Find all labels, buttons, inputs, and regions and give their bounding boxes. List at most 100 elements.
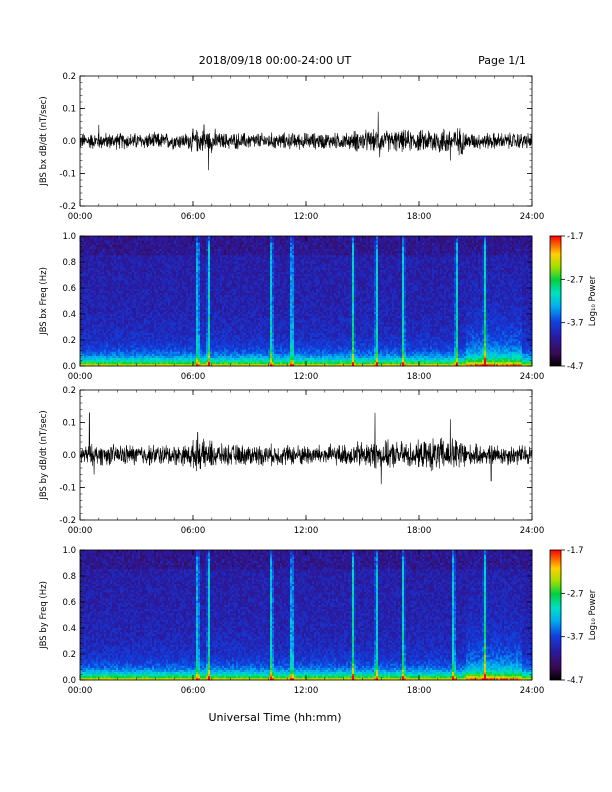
- spectrogram-cell: [130, 345, 133, 348]
- spectrogram-cell: [142, 330, 145, 333]
- spectrogram-cell: [168, 347, 171, 350]
- spectrogram-cell: [124, 328, 127, 331]
- spectrogram-cell: [128, 298, 131, 302]
- spectrogram-cell: [148, 345, 151, 348]
- spectrogram-cell: [112, 275, 115, 279]
- spectrogram-cell: [118, 280, 121, 283]
- spectrogram-cell: [96, 240, 99, 243]
- spectrogram-cell: [150, 240, 153, 243]
- spectrogram-cell: [160, 326, 163, 329]
- spectrogram-cell: [112, 340, 115, 344]
- spectrogram-cell: [142, 240, 145, 243]
- spectrogram-cell: [90, 280, 93, 283]
- spectrogram-cell: [144, 290, 147, 294]
- spectrogram-cell: [94, 363, 97, 367]
- spectrogram-cell: [156, 282, 159, 285]
- spectrogram-cell: [82, 353, 85, 356]
- spectrogram-cell: [128, 265, 131, 268]
- spectrogram-cell: [178, 261, 181, 264]
- spectrogram-cell: [190, 301, 193, 304]
- spectrogram-cell: [162, 296, 165, 300]
- spectrogram-cell: [110, 309, 113, 312]
- spectrogram-cell: [156, 334, 159, 338]
- spectrogram-cell: [144, 342, 147, 346]
- spectrogram-cell: [142, 355, 145, 359]
- spectrogram-cell: [102, 277, 105, 281]
- spectrogram-cell: [124, 275, 127, 279]
- spectrogram-cell: [106, 357, 109, 361]
- spectrogram-cell: [178, 351, 181, 354]
- spectrogram-cell: [92, 340, 95, 344]
- spectrogram-cell: [108, 303, 111, 306]
- spectrogram-cell: [92, 332, 95, 335]
- spectrogram-cell: [166, 252, 169, 256]
- spectrogram-cell: [104, 236, 107, 239]
- spectrogram-cell: [114, 334, 117, 338]
- spectrogram-cell: [82, 345, 85, 348]
- spectrogram-cell: [94, 263, 97, 266]
- spectrogram-cell: [182, 284, 185, 287]
- spectrogram-cell: [148, 282, 151, 285]
- spectrogram-cell: [168, 298, 171, 302]
- spectrogram-cell: [134, 271, 137, 275]
- spectrogram-cell: [116, 347, 119, 350]
- spectrogram-cell: [128, 338, 131, 342]
- spectrogram-cell: [162, 332, 165, 335]
- spectrogram-cell: [84, 288, 87, 291]
- spectrogram-cell: [144, 311, 147, 314]
- spectrogram-cell: [84, 275, 87, 279]
- spectrogram-cell: [116, 244, 119, 247]
- spectrogram-cell: [118, 353, 121, 356]
- spectrogram-cell: [88, 294, 91, 298]
- spectrogram-cell: [102, 298, 105, 302]
- spectrogram-cell: [172, 340, 175, 344]
- spectrogram-cell: [144, 321, 147, 325]
- spectrogram-cell: [82, 317, 85, 321]
- spectrogram-cell: [152, 246, 155, 249]
- spectrogram-cell: [122, 252, 125, 256]
- spectrogram-cell: [178, 271, 181, 275]
- spectrogram-cell: [178, 280, 181, 283]
- spectrogram-cell: [184, 267, 187, 270]
- spectrogram-cell: [106, 330, 109, 333]
- spectrogram-cell: [152, 338, 155, 342]
- spectrogram-cell: [124, 317, 127, 321]
- spectrogram-cell: [124, 284, 127, 287]
- spectrogram-cell: [98, 311, 101, 314]
- spectrogram-cell: [124, 246, 127, 249]
- spectrogram-cell: [122, 309, 125, 312]
- spectrogram-cell: [166, 313, 169, 317]
- spectrogram-cell: [164, 359, 167, 363]
- spectrogram-cell: [148, 334, 151, 338]
- spectrogram-cell: [176, 345, 179, 348]
- spectrogram-cell: [116, 282, 119, 285]
- spectrogram-cell: [132, 332, 135, 335]
- spectrogram-cell: [124, 269, 127, 273]
- spectrogram-cell: [138, 294, 141, 298]
- spectrogram-cell: [110, 267, 113, 270]
- spectrogram-cell: [102, 292, 105, 296]
- spectrogram-cell: [100, 236, 103, 239]
- spectrogram-cell: [164, 332, 167, 335]
- spectrogram-cell: [128, 271, 131, 275]
- spectrogram-cell: [188, 357, 191, 361]
- spectrogram-cell: [86, 357, 89, 361]
- spectrogram-cell: [90, 286, 93, 289]
- spectrogram-cell: [170, 238, 173, 241]
- spectrogram-cell: [148, 273, 151, 277]
- spectrogram-cell: [108, 328, 111, 331]
- spectrogram-cell: [174, 238, 177, 241]
- spectrogram-cell: [132, 330, 135, 333]
- spectrogram-cell: [120, 254, 123, 258]
- spectrogram-cell: [112, 280, 115, 283]
- spectrogram-cell: [136, 305, 139, 308]
- spectrogram-cell: [150, 265, 153, 268]
- spectrogram-cell: [160, 359, 163, 363]
- spectrogram-cell: [150, 246, 153, 249]
- spectrogram-cell: [88, 298, 91, 302]
- spectrogram-cell: [98, 332, 101, 335]
- spectrogram-cell: [102, 338, 105, 342]
- spectrogram-cell: [86, 349, 89, 352]
- spectrogram-cell: [114, 242, 117, 245]
- spectrogram-cell: [170, 349, 173, 352]
